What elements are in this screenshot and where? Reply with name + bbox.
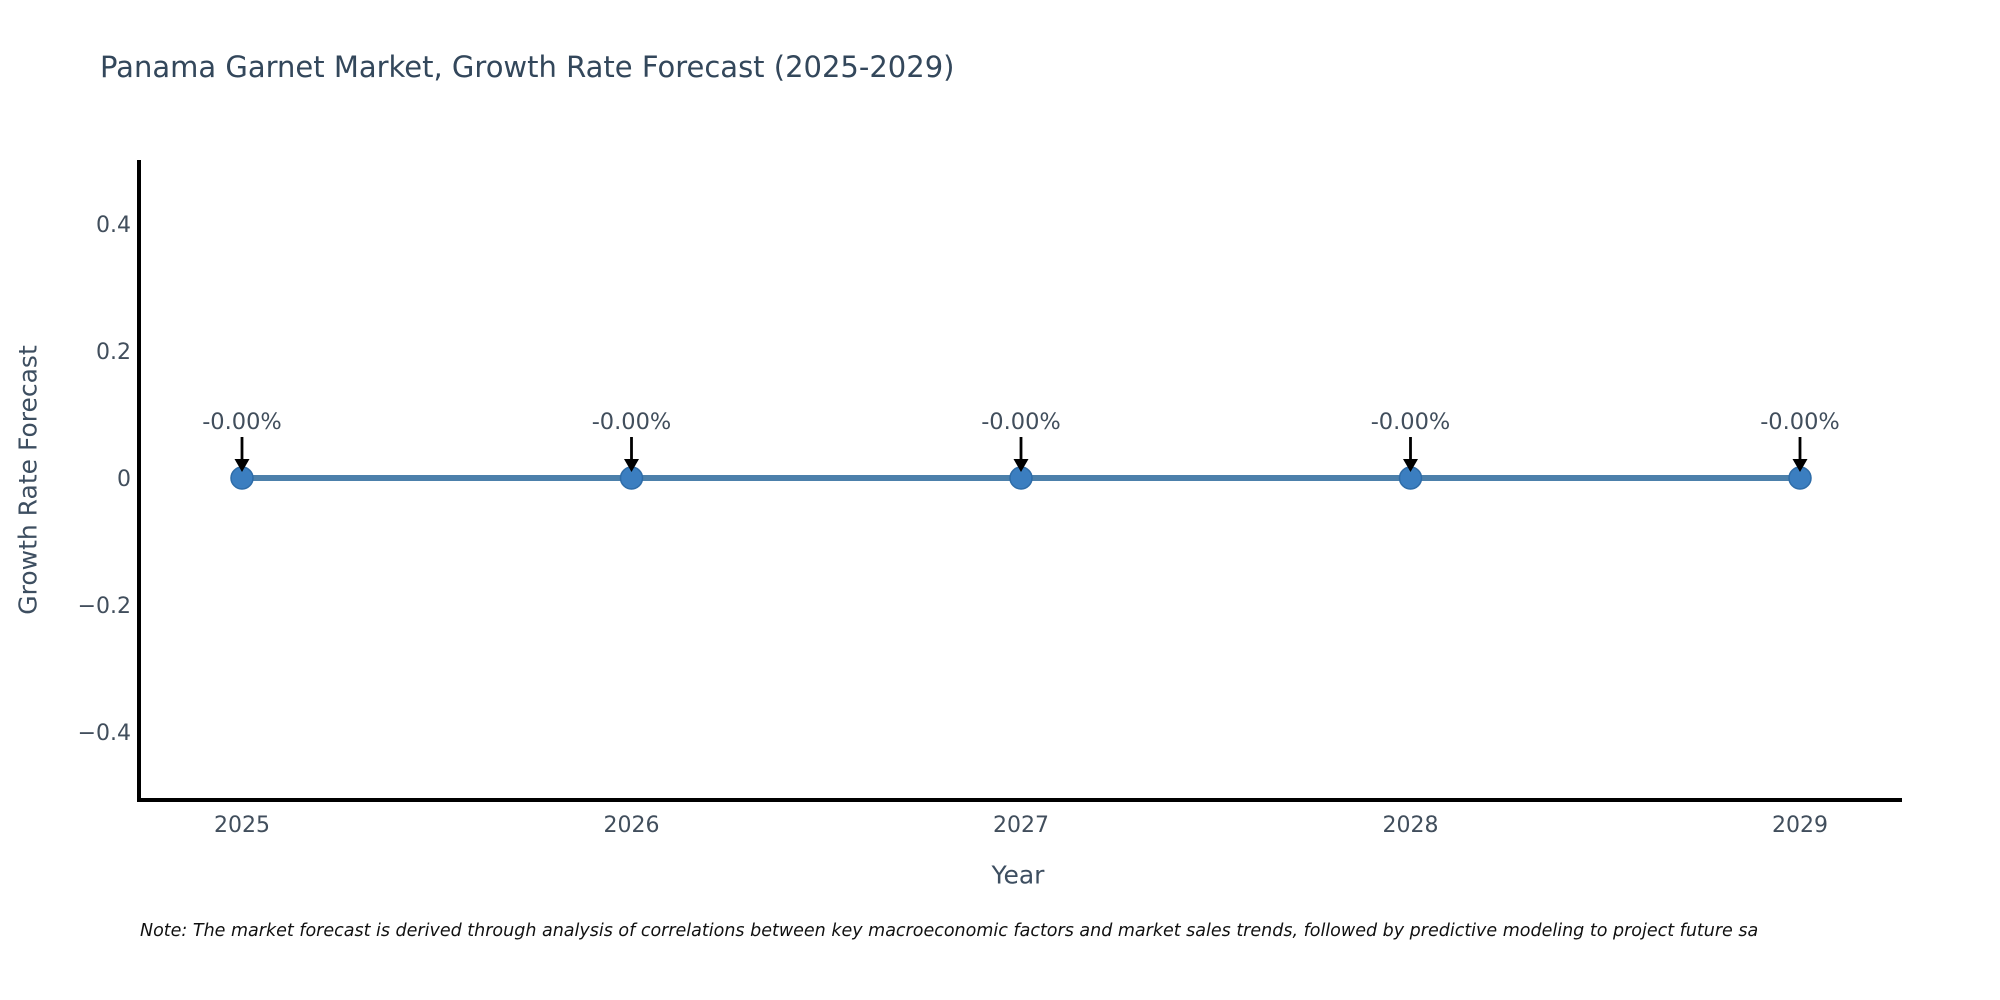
y-tick-label: 0 (117, 467, 131, 492)
x-tick-label: 2029 (1772, 813, 1828, 838)
chart-title: Panama Garnet Market, Growth Rate Foreca… (100, 50, 955, 84)
point-value-label: -0.00% (981, 409, 1061, 435)
chart-footnote: Note: The market forecast is derived thr… (140, 921, 1759, 941)
annotation-arrowhead-icon (1013, 459, 1029, 472)
y-tick-label: 0.4 (96, 213, 131, 238)
annotation-arrowhead-icon (234, 459, 250, 472)
point-value-label: -0.00% (202, 409, 282, 435)
y-tick-label: −0.4 (78, 721, 131, 746)
x-tick-label: 2027 (993, 813, 1049, 838)
annotation-arrowhead-icon (624, 459, 639, 472)
y-tick-label: 0.2 (96, 340, 131, 365)
annotation-arrowhead-icon (1403, 459, 1418, 472)
annotation-arrowhead-icon (1792, 459, 1808, 472)
point-value-label: -0.00% (592, 409, 672, 435)
x-tick-label: 2028 (1383, 813, 1439, 838)
point-value-label: -0.00% (1760, 409, 1840, 435)
point-value-label: -0.00% (1371, 409, 1451, 435)
x-tick-label: 2025 (214, 813, 270, 838)
x-tick-label: 2026 (604, 813, 660, 838)
x-axis-title: Year (991, 860, 1045, 890)
y-tick-label: −0.2 (78, 594, 131, 619)
